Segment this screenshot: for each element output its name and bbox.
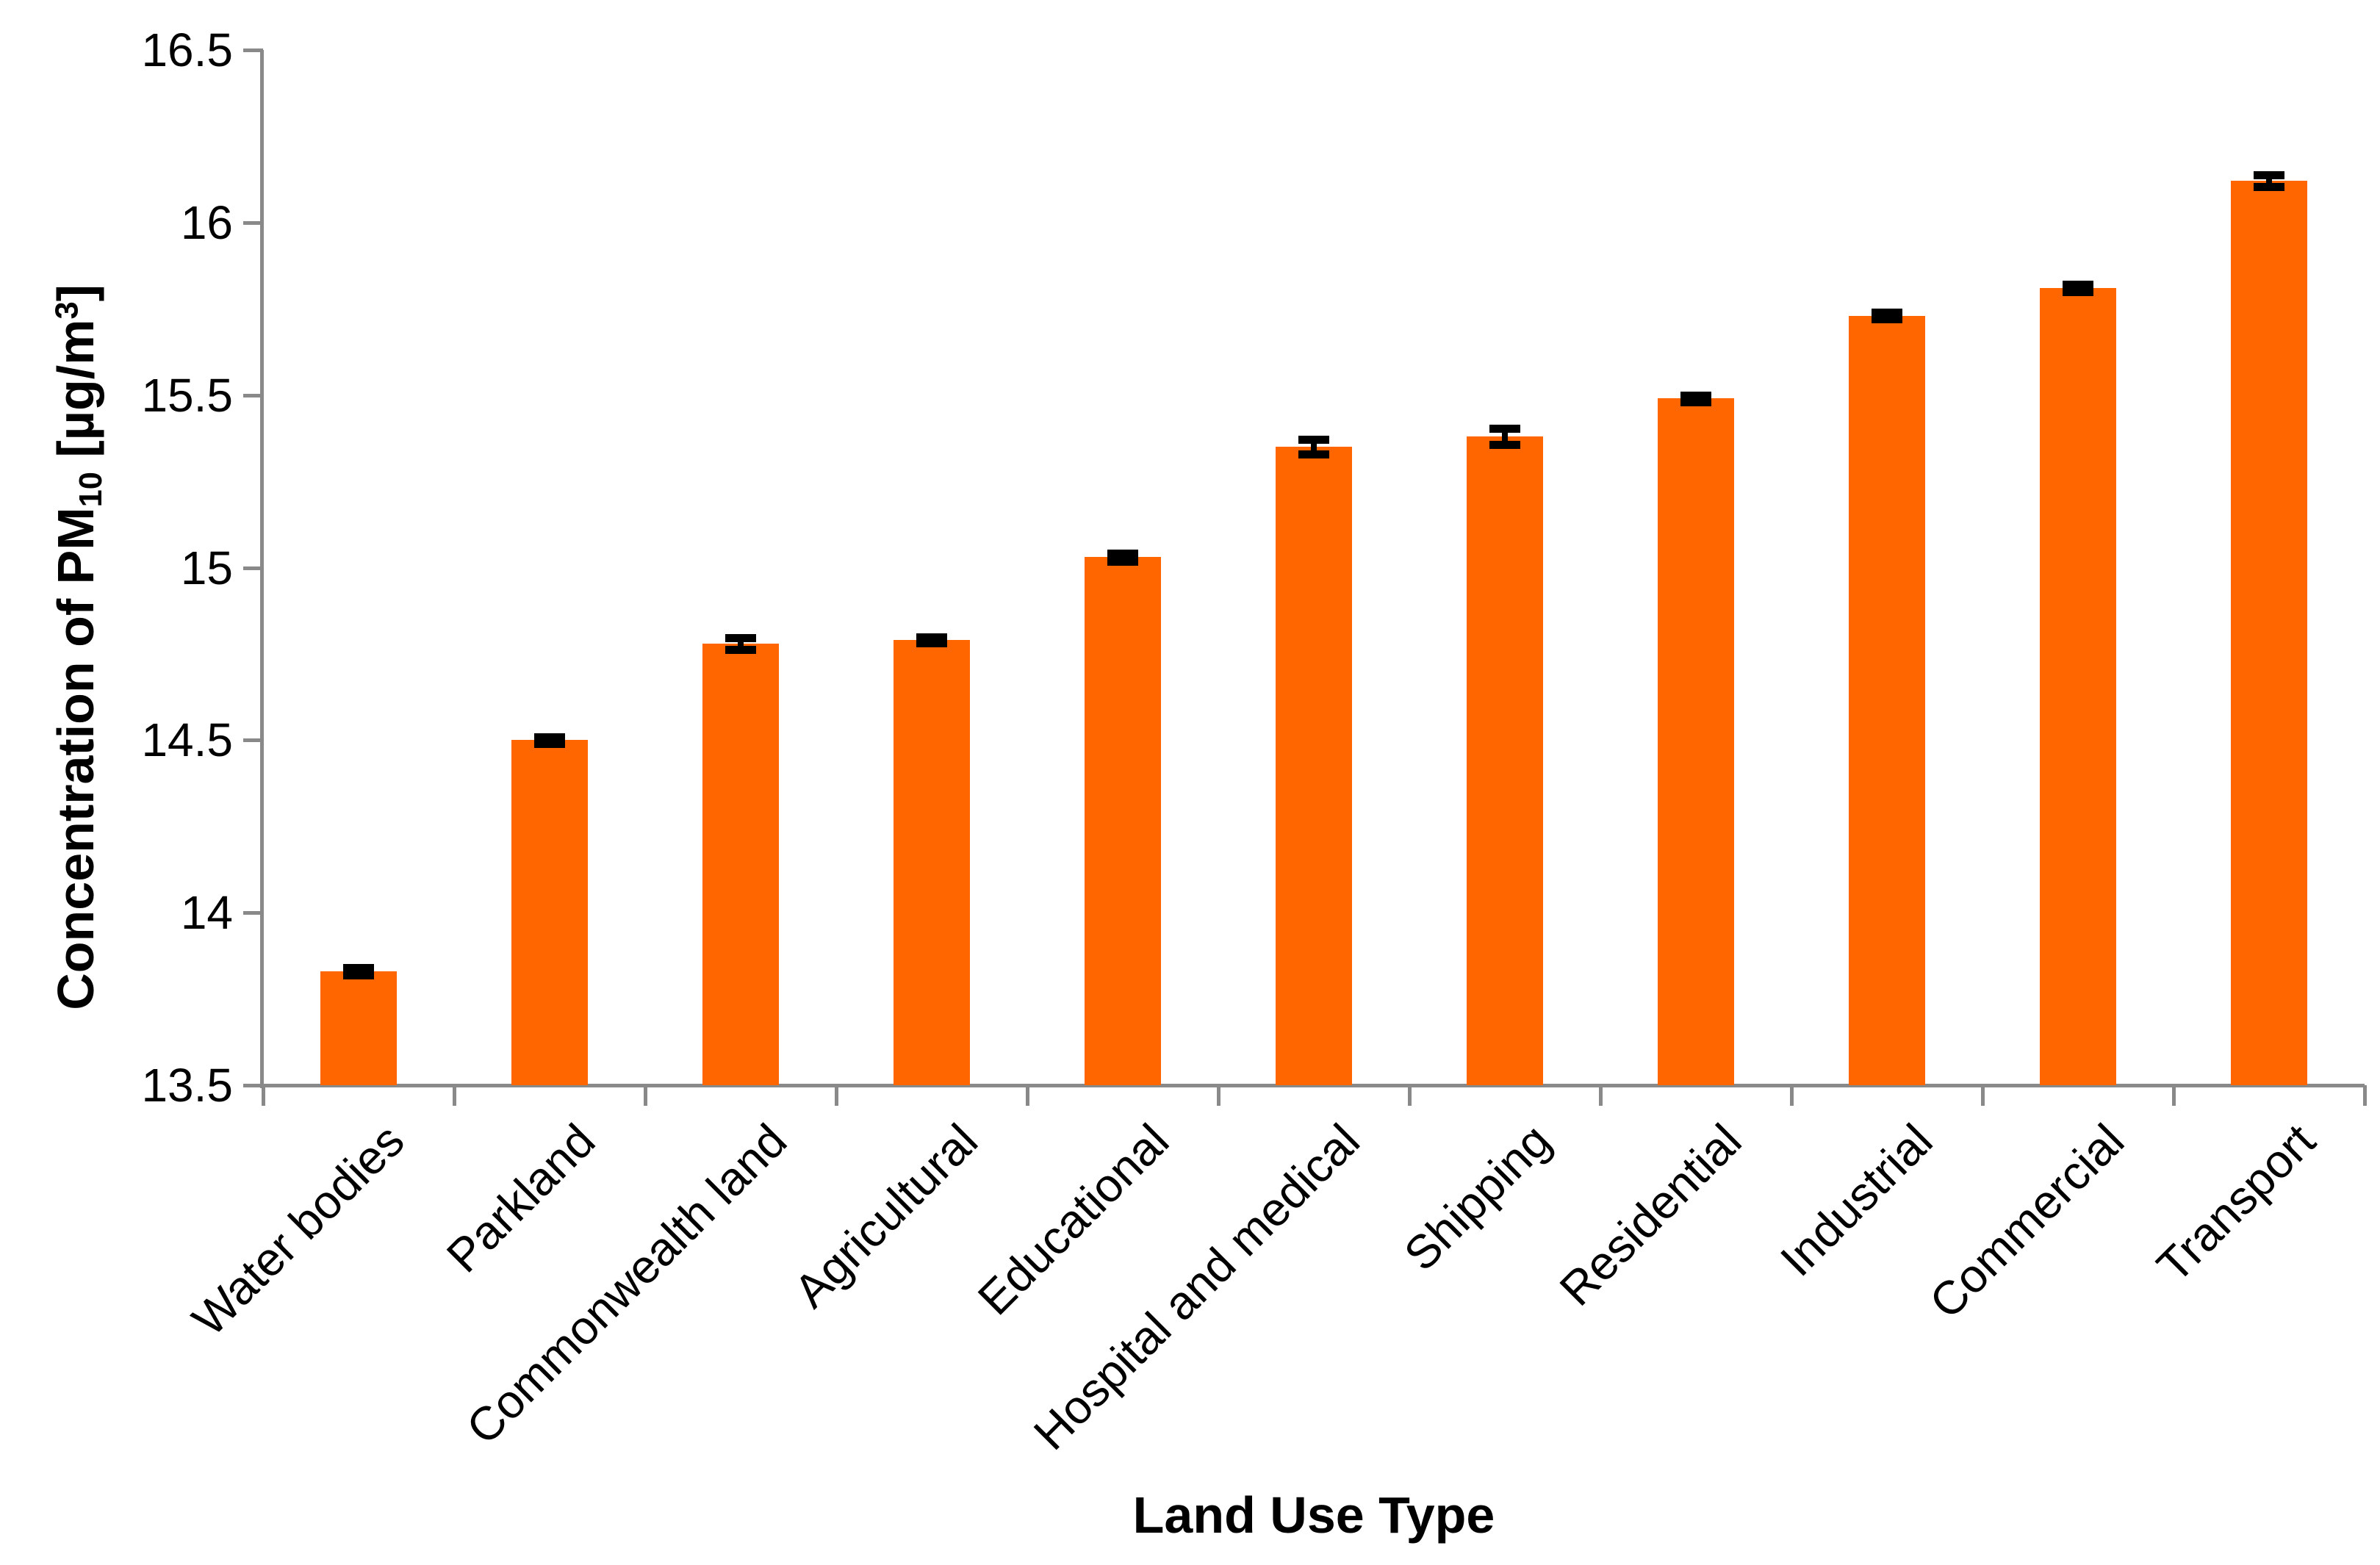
y-tick-label-16.5: 16.5 (141, 24, 233, 76)
category-label-residential: Residential (1550, 1114, 1752, 1316)
x-tick-0 (262, 1085, 265, 1106)
bar-hospital-and-medical (1276, 447, 1352, 1085)
bar-water-bodies (320, 971, 397, 1085)
error-cap-bottom-hospital-and-medical (1298, 450, 1329, 458)
y-tick-label-13.5: 13.5 (141, 1059, 233, 1112)
x-tick-7 (1599, 1085, 1603, 1106)
x-tick-10 (2172, 1085, 2176, 1106)
bar-transport (2231, 181, 2307, 1085)
x-tick-4 (1026, 1085, 1029, 1106)
error-cap-bottom-industrial (1872, 314, 1902, 323)
error-bar-commonwealth-land (738, 637, 744, 650)
x-tick-8 (1790, 1085, 1794, 1106)
y-tick-13.5 (243, 1084, 263, 1087)
error-cap-top-commonwealth-land (725, 633, 756, 642)
y-tick-label-15.5: 15.5 (141, 368, 233, 422)
bar-industrial (1849, 315, 1925, 1085)
category-label-hospital-and-medical: Hospital and medical (1023, 1114, 1370, 1460)
error-cap-bottom-shipping (1489, 440, 1520, 449)
error-bar-shipping (1502, 428, 1508, 445)
error-bar-hospital-and-medical (1311, 439, 1317, 454)
x-axis-line (260, 1084, 2365, 1087)
x-axis-title: Land Use Type (1132, 1486, 1495, 1544)
error-cap-top-residential (1680, 392, 1711, 400)
x-tick-11 (2363, 1085, 2367, 1106)
error-cap-bottom-commercial (2063, 288, 2093, 297)
error-cap-top-hospital-and-medical (1298, 436, 1329, 445)
category-label-commercial: Commercial (1919, 1114, 2134, 1329)
error-cap-top-industrial (1872, 309, 1902, 317)
error-cap-bottom-parkland (534, 740, 565, 749)
y-tick-label-15: 15 (180, 541, 233, 594)
y-tick-label-14: 14 (180, 886, 233, 940)
y-axis-title-superscript: 3 (49, 301, 85, 320)
x-tick-1 (453, 1085, 456, 1106)
error-cap-bottom-agricultural (916, 639, 947, 648)
category-label-educational: Educational (967, 1114, 1179, 1325)
category-label-water-bodies: Water bodies (182, 1114, 414, 1346)
category-label-parkland: Parkland (436, 1114, 605, 1283)
error-cap-top-transport (2254, 171, 2284, 180)
category-label-shipping: Shipping (1393, 1114, 1561, 1281)
error-cap-bottom-residential (1680, 397, 1711, 406)
error-cap-top-parkland (534, 733, 565, 741)
error-cap-top-agricultural (916, 633, 947, 641)
y-tick-14.5 (243, 738, 263, 743)
x-tick-5 (1217, 1085, 1220, 1106)
bar-agricultural (894, 640, 970, 1085)
error-cap-top-water-bodies (343, 963, 374, 972)
category-label-transport: Transport (2146, 1114, 2325, 1292)
y-tick-16 (243, 220, 263, 225)
bar-parkland (511, 740, 588, 1085)
bar-educational (1085, 557, 1161, 1085)
y-axis-title-subscript: 10 (73, 472, 109, 508)
x-tick-9 (1981, 1085, 1985, 1106)
error-cap-bottom-water-bodies (343, 971, 374, 980)
category-label-industrial: Industrial (1770, 1114, 1943, 1287)
error-bar-transport (2266, 175, 2272, 187)
error-cap-top-educational (1107, 550, 1138, 558)
y-tick-label-16: 16 (180, 195, 233, 249)
error-cap-top-shipping (1489, 425, 1520, 433)
y-tick-14 (243, 911, 263, 915)
error-cap-bottom-transport (2254, 183, 2284, 192)
error-cap-bottom-educational (1107, 557, 1138, 566)
y-axis-title: Concentration of PM10 [µg/m3] (46, 206, 109, 1088)
error-cap-bottom-commonwealth-land (725, 645, 756, 654)
x-tick-2 (644, 1085, 647, 1106)
y-tick-15.5 (243, 393, 263, 397)
x-tick-6 (1408, 1085, 1412, 1106)
x-tick-3 (835, 1085, 838, 1106)
category-label-commonwealth-land: Commonwealth land (456, 1114, 797, 1455)
y-axis-title-suffix: ] (47, 284, 105, 302)
y-tick-15 (243, 566, 263, 570)
y-tick-label-14.5: 14.5 (141, 713, 233, 767)
bar-residential (1658, 398, 1734, 1085)
error-cap-top-commercial (2063, 280, 2093, 289)
y-tick-16.5 (243, 48, 263, 52)
bar-commercial (2040, 288, 2116, 1085)
bar-commonwealth-land (702, 643, 779, 1085)
category-label-agricultural: Agricultural (783, 1114, 988, 1318)
bar-shipping (1467, 436, 1543, 1085)
